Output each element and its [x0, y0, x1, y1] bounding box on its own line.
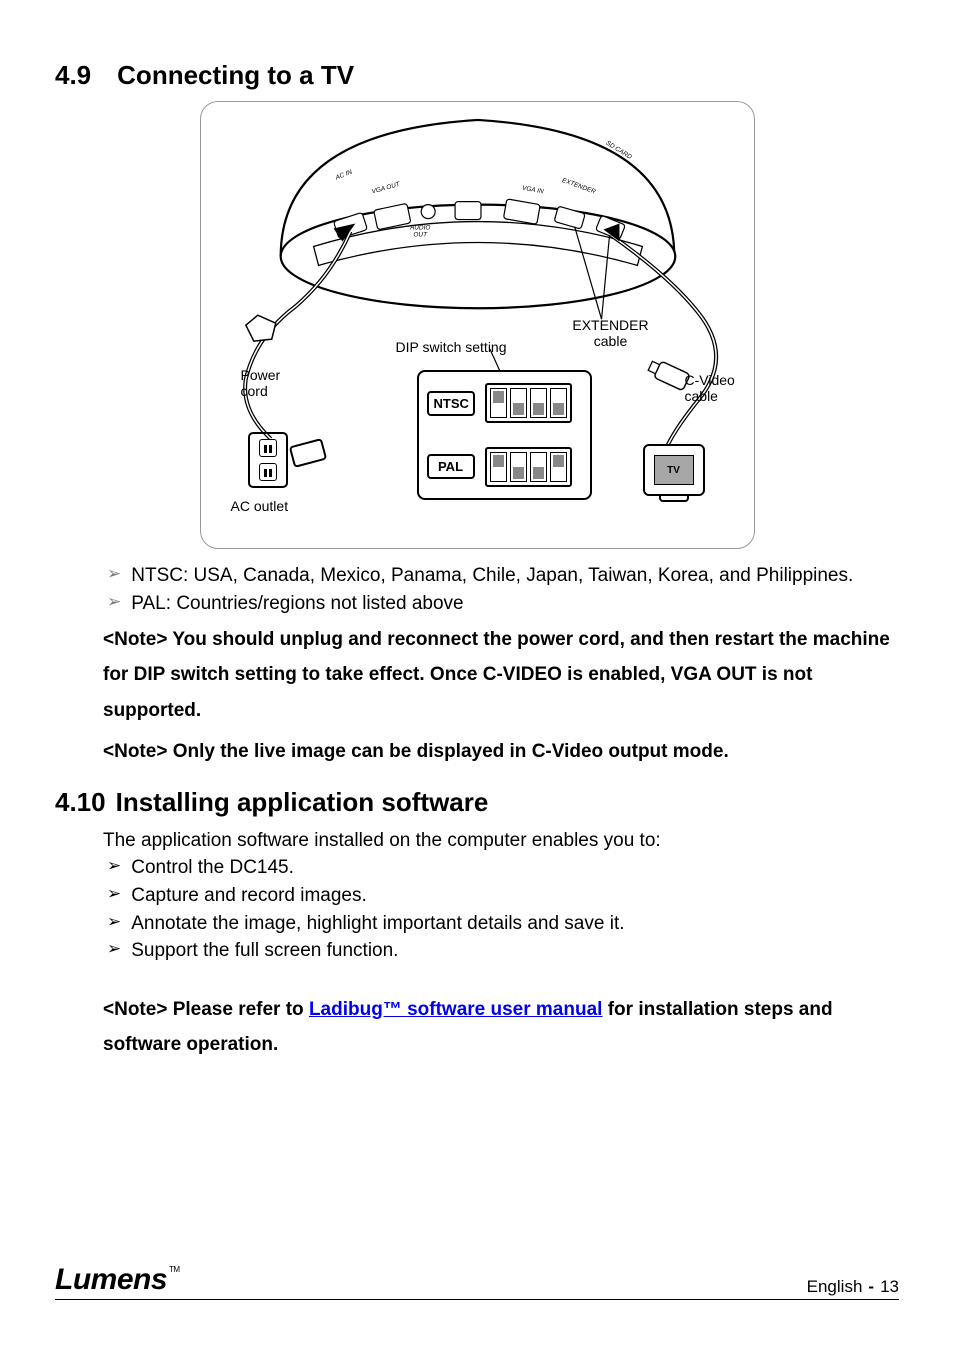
section-4-9-heading: 4.9 Connecting to a TV — [55, 60, 899, 91]
footer-page-number: 13 — [880, 1277, 899, 1297]
bullet-icon: ➢ — [107, 938, 121, 961]
section-4-10-heading: 4.10 Installing application software — [55, 787, 899, 818]
note-410: <Note> Please refer to Ladibug™ software… — [55, 992, 899, 1062]
lumens-logo: Lumens TM — [55, 1263, 180, 1297]
dip-switch-panel: NTSC ▲ PAL ▲ ▲ — [417, 370, 592, 500]
bullet-pal-text: Countries/regions not listed above — [176, 593, 463, 614]
tv-label: TV — [654, 455, 694, 485]
section-4-10-title: Installing application software — [116, 787, 489, 818]
note-410-pre: <Note> Please refer to — [103, 999, 309, 1020]
bullet-410-3-text: Support the full screen function. — [131, 938, 899, 964]
svg-text:VGA IN: VGA IN — [521, 185, 544, 196]
bullet-icon: ➢ — [107, 911, 121, 934]
section-4-10-intro: The application software installed on th… — [55, 828, 899, 854]
label-power: Powercord — [241, 367, 281, 399]
footer-dash: - — [868, 1277, 874, 1297]
bullet-pal: ➢ PAL: Countries/regions not listed abov… — [55, 591, 899, 617]
lumens-logo-text: Lumens — [55, 1263, 167, 1297]
section-4-9-title: Connecting to a TV — [117, 60, 354, 91]
bullet-ntsc-prefix: NTSC: — [131, 565, 188, 586]
dip-pal-label: PAL — [427, 454, 475, 479]
bullet-ntsc-text: USA, Canada, Mexico, Panama, Chile, Japa… — [194, 565, 854, 586]
bullet-icon: ➢ — [107, 883, 121, 906]
footer-lang: English — [807, 1277, 863, 1297]
svg-text:AC IN: AC IN — [333, 168, 353, 181]
bullet-pal-prefix: PAL: — [131, 593, 171, 614]
note-49a: <Note> You should unplug and reconnect t… — [55, 622, 899, 727]
page-footer: Lumens TM English - 13 — [55, 1263, 899, 1300]
footer-page-info: English - 13 — [807, 1277, 899, 1297]
section-4-9-number: 4.9 — [55, 60, 91, 91]
svg-text:VGA OUT: VGA OUT — [370, 181, 401, 196]
dip-ntsc-label: NTSC — [427, 391, 475, 416]
svg-text:AUDIO: AUDIO — [408, 225, 430, 232]
connection-diagram: AC IN VGA OUT AUDIO OUT VGA IN EXTENDER … — [200, 101, 755, 549]
bullet-icon: ➢ — [107, 563, 121, 586]
bullet-410-0: ➢ Control the DC145. — [55, 855, 899, 881]
note-49b: <Note> Only the live image can be displa… — [55, 734, 899, 769]
bullet-410-2: ➢ Annotate the image, highlight importan… — [55, 911, 899, 937]
label-ac: AC outlet — [231, 498, 289, 514]
label-extender: EXTENDERcable — [571, 317, 651, 349]
svg-text:EXTENDER: EXTENDER — [561, 177, 597, 196]
lumens-logo-tm: TM — [169, 1265, 180, 1274]
bullet-410-0-text: Control the DC145. — [131, 855, 899, 881]
bullet-icon: ➢ — [107, 591, 121, 614]
label-dip: DIP switch setting — [396, 339, 507, 355]
dip-pal-switches: ▲ ▲ — [485, 447, 572, 487]
bullet-410-1: ➢ Capture and record images. — [55, 883, 899, 909]
label-cvideo: C-Videocable — [685, 372, 735, 404]
bullet-icon: ➢ — [107, 855, 121, 878]
section-4-10-number: 4.10 — [55, 787, 106, 818]
tv-icon: TV — [643, 444, 705, 496]
bullet-410-2-text: Annotate the image, highlight important … — [131, 911, 899, 937]
svg-text:OUT: OUT — [413, 232, 428, 239]
ladibug-manual-link[interactable]: Ladibug™ software user manual — [309, 999, 603, 1020]
ac-outlet-icon — [248, 432, 288, 488]
bullet-410-1-text: Capture and record images. — [131, 883, 899, 909]
dip-ntsc-switches: ▲ — [485, 383, 572, 423]
bullet-410-3: ➢ Support the full screen function. — [55, 938, 899, 964]
bullet-ntsc: ➢ NTSC: USA, Canada, Mexico, Panama, Chi… — [55, 563, 899, 589]
